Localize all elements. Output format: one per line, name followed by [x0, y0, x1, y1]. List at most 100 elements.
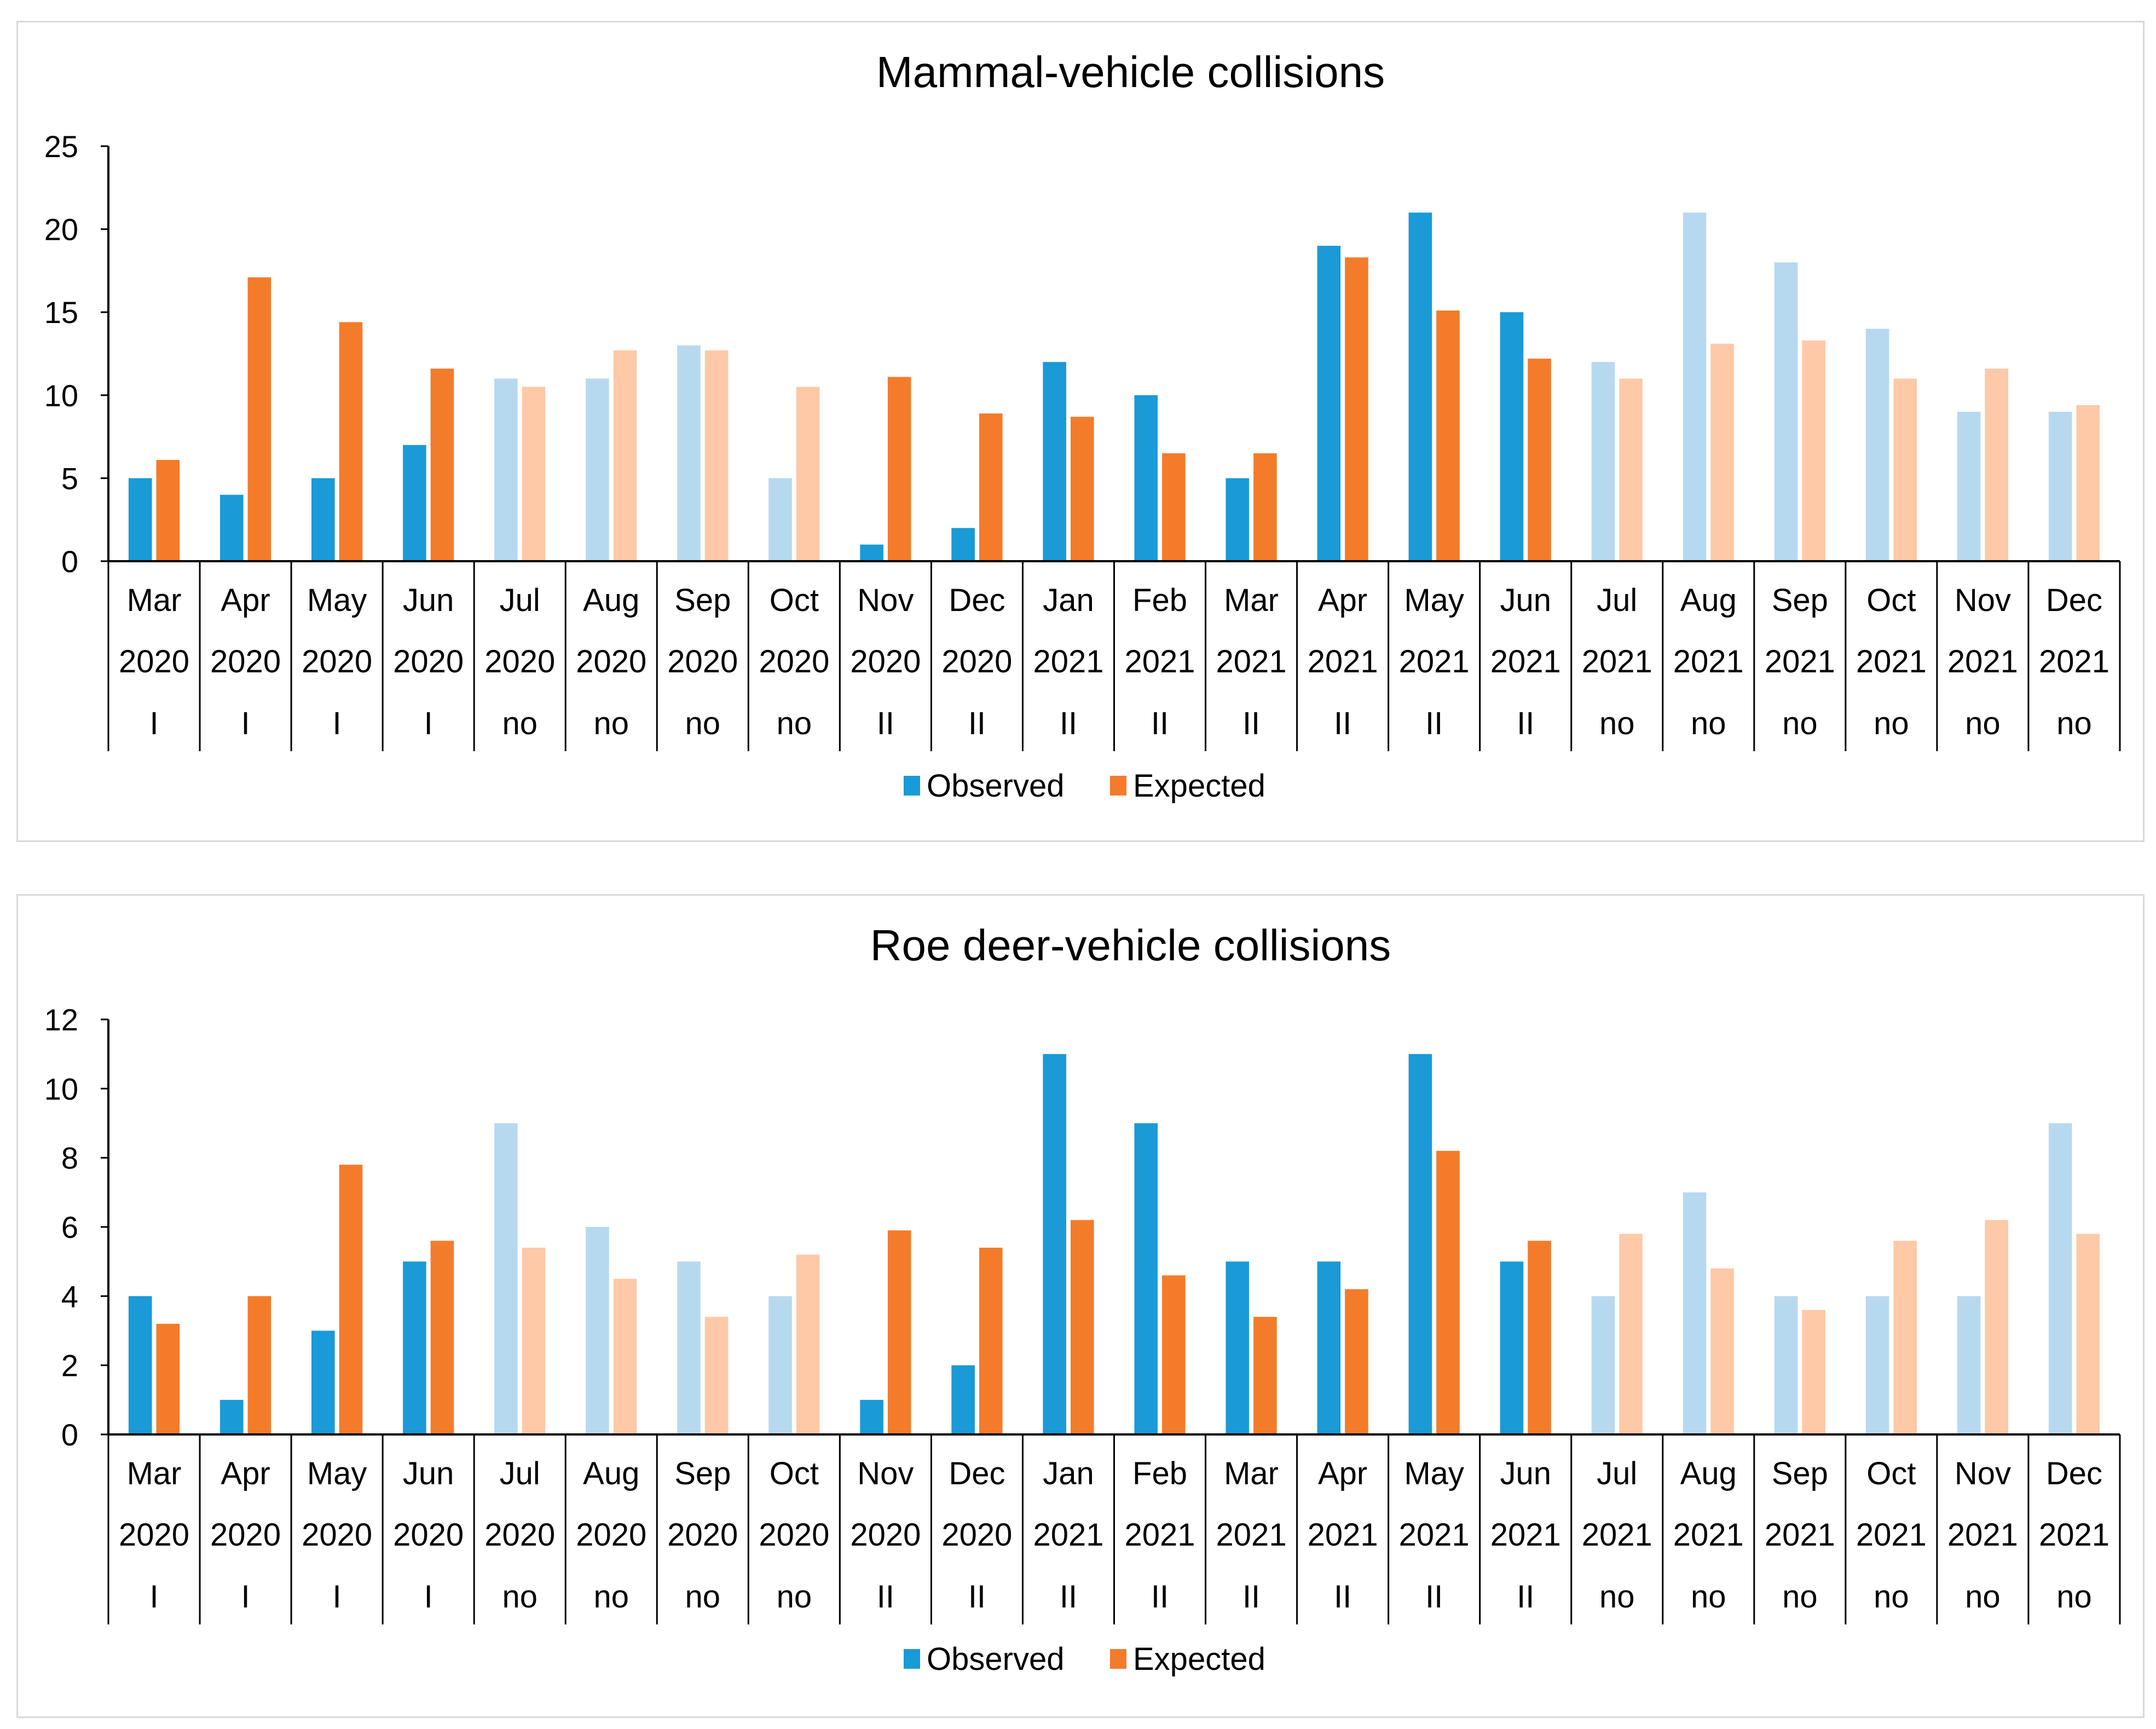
- x-label-year: 2020: [210, 644, 281, 679]
- bar-observed: [1683, 1192, 1707, 1434]
- x-label-lockdown: no: [685, 1579, 721, 1615]
- bar-observed: [494, 1123, 518, 1434]
- bar-observed: [2048, 1123, 2072, 1434]
- x-label-month: Nov: [857, 1456, 914, 1491]
- x-label-month: Nov: [1955, 583, 2011, 618]
- x-label-year: 2021: [2039, 644, 2109, 679]
- x-label-year: 2021: [1765, 1517, 1835, 1553]
- bar-observed: [677, 1261, 701, 1434]
- bar-observed: [1774, 262, 1798, 561]
- bar-observed: [403, 1261, 426, 1434]
- bar-observed: [860, 1399, 883, 1434]
- x-label-month: Jun: [403, 1456, 454, 1491]
- bar-observed: [1774, 1296, 1798, 1434]
- bar-observed: [1957, 1296, 1981, 1434]
- bar-expected: [522, 1247, 546, 1434]
- bar-observed: [128, 478, 152, 561]
- y-tick-label: 15: [44, 295, 78, 330]
- bar-expected: [1436, 1151, 1460, 1434]
- x-label-month: Dec: [2046, 583, 2102, 618]
- x-label-month: Jun: [403, 583, 454, 618]
- x-label-month: Mar: [127, 583, 182, 618]
- x-label-lockdown: no: [502, 706, 537, 741]
- x-label-lockdown: II: [1242, 706, 1260, 741]
- y-tick-label: 0: [61, 1417, 78, 1452]
- x-label-lockdown: II: [968, 706, 986, 741]
- bar-expected: [1802, 340, 1825, 561]
- x-label-month: Oct: [770, 583, 819, 618]
- y-tick-label: 4: [61, 1279, 78, 1313]
- x-label-lockdown: II: [1242, 1579, 1260, 1615]
- y-tick-label: 10: [44, 378, 78, 413]
- x-label-lockdown: I: [333, 706, 342, 741]
- x-label-year: 2020: [393, 644, 464, 679]
- y-tick-label: 2: [61, 1348, 78, 1383]
- mammal-chart: Mammal-vehicle collisions 0 5 10 15 20 25 Mar 20…: [44, 48, 2121, 804]
- x-label-month: Aug: [583, 583, 639, 618]
- bar-observed: [1865, 328, 1889, 561]
- x-label-year: 2021: [1490, 644, 1561, 679]
- bar-expected: [339, 322, 363, 561]
- bar-observed: [1500, 312, 1524, 561]
- bar-observed: [768, 478, 792, 561]
- bar-expected: [1070, 417, 1094, 561]
- legend-label-observed: Observed: [927, 1641, 1064, 1677]
- legend-label-observed: Observed: [927, 768, 1064, 804]
- bar-expected: [2076, 1234, 2100, 1434]
- x-label-month: Sep: [674, 1456, 731, 1491]
- x-label-year: 2021: [1216, 644, 1287, 679]
- x-label-month: Jul: [1597, 1456, 1637, 1491]
- x-label-year: 2020: [941, 644, 1012, 679]
- bar-expected: [979, 413, 1003, 561]
- x-label-year: 2021: [1673, 1517, 1744, 1553]
- roe-deer-chart-panel: Roe deer-vehicle collisions 0 2 4 6 8 10 12 Mar 2…: [16, 894, 2145, 1718]
- x-label-year: 2021: [1856, 644, 1927, 679]
- bar-observed: [1591, 362, 1615, 561]
- legend-swatch-observed: [904, 1649, 920, 1669]
- x-label-month: Oct: [770, 1456, 819, 1491]
- bar-expected: [156, 460, 180, 561]
- bar-expected: [1253, 1317, 1277, 1434]
- bar-expected: [796, 387, 820, 561]
- x-label-lockdown: no: [2056, 706, 2092, 741]
- bar-expected: [1345, 1289, 1368, 1434]
- y-tick-label: 8: [61, 1141, 78, 1175]
- x-label-lockdown: II: [1060, 1579, 1077, 1615]
- bar-observed: [586, 1227, 609, 1434]
- bar-observed: [219, 1399, 244, 1434]
- x-label-lockdown: II: [1151, 706, 1169, 741]
- legend-swatch-expected: [1110, 1649, 1126, 1669]
- bar-observed: [1408, 1054, 1432, 1434]
- y-tick-label: 20: [44, 212, 78, 247]
- x-label-month: Oct: [1866, 583, 1916, 618]
- x-label-month: Aug: [1680, 583, 1737, 618]
- bar-expected: [156, 1323, 180, 1434]
- x-label-lockdown: no: [1782, 1579, 1818, 1615]
- bar-observed: [677, 345, 701, 561]
- x-label-month: Apr: [1318, 1456, 1367, 1491]
- bar-expected: [1436, 310, 1460, 561]
- x-label-lockdown: I: [424, 1579, 433, 1615]
- x-label-lockdown: II: [968, 1579, 986, 1615]
- x-label-month: Dec: [949, 583, 1005, 618]
- legend-label-expected: Expected: [1133, 768, 1265, 804]
- bar-expected: [1802, 1310, 1825, 1434]
- x-label-month: Nov: [1955, 1456, 2011, 1491]
- bar-observed: [1408, 212, 1432, 561]
- x-label-month: Mar: [1224, 583, 1279, 618]
- x-label-month: Jun: [1500, 583, 1551, 618]
- bar-expected: [979, 1247, 1003, 1434]
- legend-swatch-expected: [1110, 776, 1126, 796]
- x-label-year: 2021: [1947, 1517, 2018, 1553]
- bar-expected: [613, 1278, 637, 1434]
- x-label-year: 2020: [759, 1517, 829, 1553]
- x-label-month: Aug: [583, 1456, 639, 1491]
- x-label-lockdown: no: [1599, 1579, 1635, 1615]
- x-label-lockdown: no: [593, 706, 629, 741]
- x-label-lockdown: no: [1691, 706, 1726, 741]
- bar-observed: [219, 494, 244, 561]
- bar-observed: [1043, 362, 1066, 561]
- x-label-month: Jul: [500, 1456, 540, 1491]
- x-label-year: 2020: [484, 1517, 555, 1553]
- bar-observed: [1957, 412, 1981, 561]
